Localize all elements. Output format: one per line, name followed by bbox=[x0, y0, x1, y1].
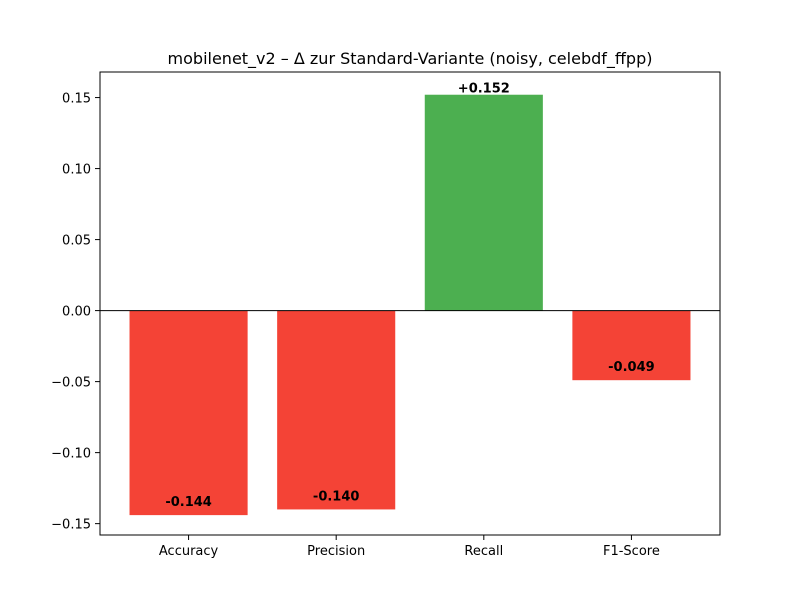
data-label: -0.140 bbox=[313, 489, 360, 504]
data-labels-group: -0.144 -0.140 +0.152 -0.049 bbox=[165, 82, 654, 510]
data-label: +0.152 bbox=[458, 82, 510, 97]
y-tick-label: 0.00 bbox=[62, 305, 91, 320]
bar-recall bbox=[424, 94, 543, 311]
bar-precision bbox=[277, 310, 396, 510]
y-tick-label: 0.05 bbox=[62, 234, 91, 249]
x-tick-label: Recall bbox=[464, 544, 503, 559]
x-axis: Accuracy Precision Recall F1-Score bbox=[159, 535, 660, 559]
bar-accuracy bbox=[129, 310, 248, 516]
bar-f1-score bbox=[572, 310, 691, 381]
chart-title: mobilenet_v2 – Δ zur Standard-Variante (… bbox=[168, 49, 653, 69]
x-tick-label: Precision bbox=[307, 544, 365, 559]
bars-group bbox=[129, 94, 691, 516]
y-tick-label: −0.15 bbox=[51, 518, 91, 533]
data-label: -0.049 bbox=[608, 360, 655, 375]
y-tick-label: 0.15 bbox=[62, 92, 91, 107]
x-tick-label: Accuracy bbox=[159, 544, 219, 559]
data-label: -0.144 bbox=[165, 495, 212, 510]
y-tick-label: 0.10 bbox=[62, 163, 91, 178]
plot-area-frame bbox=[99, 71, 721, 536]
x-tick-label: F1-Score bbox=[603, 544, 660, 559]
y-axis: −0.15 −0.10 −0.05 0.00 0.05 0.10 0.15 bbox=[51, 92, 100, 533]
y-tick-label: −0.10 bbox=[51, 447, 91, 462]
y-tick-label: −0.05 bbox=[51, 376, 91, 391]
